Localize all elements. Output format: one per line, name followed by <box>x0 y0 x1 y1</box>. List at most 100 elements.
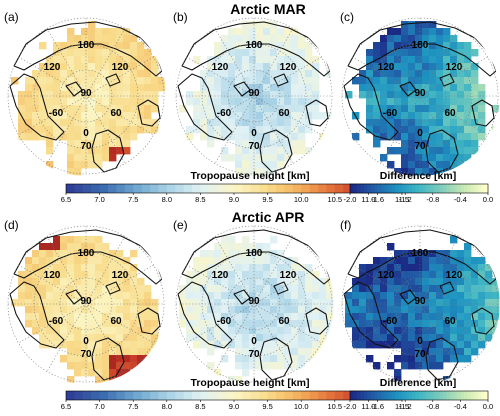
grid-cell <box>312 313 320 321</box>
grid-cell <box>88 278 96 286</box>
grid-cell <box>326 70 334 78</box>
colorbar-swatch <box>108 391 117 400</box>
grid-cell <box>81 362 89 370</box>
colorbar-swatch <box>463 391 468 400</box>
grid-cell <box>366 105 374 113</box>
grid-cell <box>478 133 486 141</box>
grid-cell <box>366 320 374 328</box>
grid-cell <box>312 320 320 328</box>
grid-cell <box>123 35 131 43</box>
grid-cell <box>81 306 89 314</box>
grid-cell <box>235 278 243 286</box>
colorbar-swatch <box>99 184 109 193</box>
grid-cell <box>443 42 451 50</box>
grid-cell <box>214 285 222 293</box>
colorbar-swatch <box>405 391 410 400</box>
grid-cell <box>214 264 222 272</box>
grid-cell <box>277 133 285 141</box>
grid-cell <box>366 327 374 335</box>
grid-cell <box>256 70 264 78</box>
grid-cell <box>53 77 61 85</box>
grid-cell <box>291 42 299 50</box>
grid-cell <box>88 21 96 29</box>
grid-cell <box>74 243 82 251</box>
grid-cell <box>109 278 117 286</box>
grid-cell <box>394 126 402 134</box>
longitude-label: 120 <box>446 62 463 73</box>
meridian <box>46 236 126 372</box>
colorbar-swatch <box>419 391 423 400</box>
grid-cell <box>88 140 96 148</box>
grid-cell <box>366 98 374 106</box>
grid-cell <box>25 299 33 307</box>
grid-cell <box>387 49 395 57</box>
grid-cell <box>249 161 257 169</box>
grid-cell <box>116 250 124 258</box>
grid-cell <box>18 285 26 293</box>
grid-cell <box>221 133 229 141</box>
longitude-label: 0 <box>417 336 423 347</box>
grid-cell <box>53 119 61 127</box>
grid-cell <box>471 299 479 307</box>
grid-cell <box>270 306 278 314</box>
grid-cell <box>326 327 334 335</box>
colorbar-swatch <box>429 391 434 400</box>
coastline <box>273 281 289 295</box>
grid-cell <box>102 306 110 314</box>
grid-cell <box>144 126 152 134</box>
grid-cell <box>277 348 285 356</box>
grid-cell <box>81 299 89 307</box>
grid-cell <box>74 236 82 244</box>
grid-cell <box>32 112 40 120</box>
grid-cell <box>277 292 285 300</box>
grid-cell <box>249 63 257 71</box>
grid-cell <box>81 278 89 286</box>
grid-cell <box>67 320 75 328</box>
grid-cell <box>298 348 306 356</box>
grid-cell <box>436 271 444 279</box>
grid-cell <box>464 140 472 148</box>
grid-cell <box>436 313 444 321</box>
grid-cell <box>74 70 82 78</box>
grid-cell <box>408 278 416 286</box>
grid-cell <box>263 49 271 57</box>
grid-cell <box>408 98 416 106</box>
grid-cell <box>123 49 131 57</box>
grid-cell <box>422 147 430 155</box>
grid-cell <box>298 147 306 155</box>
grid-cell <box>123 105 131 113</box>
grid-cell <box>74 133 82 141</box>
grid-cell <box>228 42 236 50</box>
grid-cell <box>443 313 451 321</box>
coastline <box>65 289 83 305</box>
grid-cell <box>277 98 285 106</box>
colorbar-swatch <box>415 391 420 400</box>
grid-cell <box>130 334 138 342</box>
grid-cell <box>116 42 124 50</box>
grid-cell <box>380 327 388 335</box>
grid-cell <box>305 341 313 349</box>
grid-cell <box>256 355 264 363</box>
grid-cell <box>67 264 75 272</box>
grid-cell <box>123 285 131 293</box>
grid-cell <box>270 112 278 120</box>
grid-cell <box>457 161 465 169</box>
coastline <box>91 129 125 173</box>
grid-cell <box>263 168 271 176</box>
grid-cell <box>422 271 430 279</box>
grid-cell <box>359 341 367 349</box>
grid-cell <box>277 362 285 370</box>
grid-cell <box>359 320 367 328</box>
grid-cell <box>88 236 96 244</box>
colorbar-frame <box>349 390 489 401</box>
grid-cell <box>464 320 472 328</box>
grid-cell <box>359 264 367 272</box>
grid-cell <box>256 313 264 321</box>
grid-cell <box>88 257 96 265</box>
grid-cell <box>457 264 465 272</box>
grid-cell <box>326 299 334 307</box>
grid-cell <box>305 313 313 321</box>
colorbar-swatch <box>367 184 372 193</box>
coastline <box>233 81 251 97</box>
grid-cell <box>443 327 451 335</box>
